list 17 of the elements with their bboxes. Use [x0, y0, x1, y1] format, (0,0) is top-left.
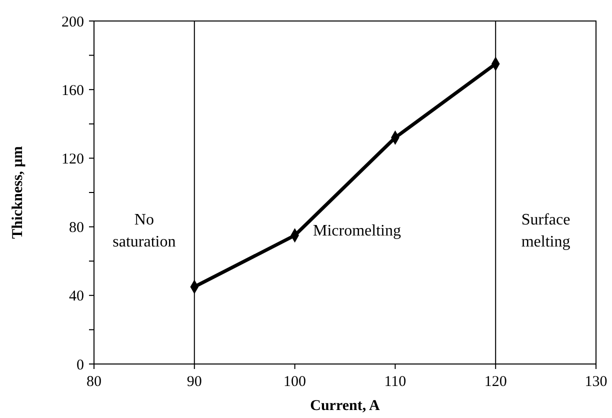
x-tick-label: 90 — [186, 374, 202, 390]
y-tick-label: 120 — [62, 151, 84, 168]
annotation: Micromelting — [313, 222, 401, 240]
x-tick-label: 120 — [484, 374, 507, 390]
y-tick-label: 40 — [69, 288, 84, 305]
annotation: No saturation — [112, 211, 176, 250]
y-tick-label: 0 — [76, 357, 84, 374]
x-tick-label: 130 — [584, 374, 608, 390]
x-tick-label: 100 — [284, 374, 306, 390]
x-axis-title: Current, A — [310, 398, 380, 414]
y-axis-title: Thickness, µm — [10, 146, 26, 239]
y-tick-label: 200 — [62, 14, 84, 30]
annotation: Surface melting — [521, 211, 570, 250]
x-tick-label: 110 — [384, 374, 406, 390]
x-tick-label: 80 — [86, 374, 102, 390]
y-tick-label: 160 — [62, 82, 84, 99]
y-tick-label: 80 — [69, 220, 84, 236]
